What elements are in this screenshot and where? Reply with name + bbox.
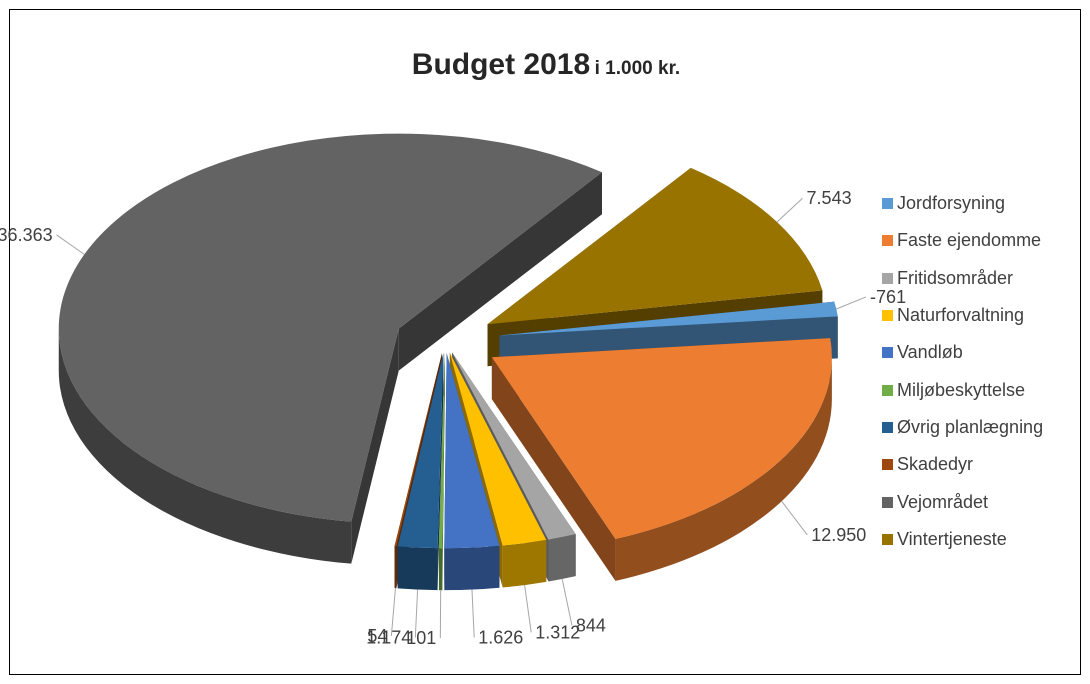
data-label-fritidsomrader: 844: [576, 615, 606, 635]
slice-vandlob: [444, 353, 500, 549]
legend-item-jordforsyning: Jordforsyning: [882, 185, 1043, 222]
legend-label: Øvrig planlægning: [897, 416, 1044, 437]
leader-line-faste-ejendomme: [781, 500, 808, 536]
slice-side-faste-ejendomme: [615, 357, 832, 581]
legend-item-fritidsomrader: Fritidsområder: [882, 260, 1043, 297]
legend-swatch: [882, 272, 893, 284]
legend-label: Faste ejendomme: [897, 230, 1042, 251]
data-label-miljobeskyttelse: 101: [406, 628, 436, 648]
leader-line-naturforvaltning: [524, 585, 532, 633]
slice-side-miljobeskyttelse: [438, 548, 443, 591]
legend-label: Vejområdet: [897, 491, 989, 512]
slice-wall-vejomradet: [398, 172, 603, 371]
data-label-vejomradet: 36.363: [0, 225, 53, 245]
data-label-skadedyr: 54: [367, 626, 387, 646]
legend-item-naturforvaltning: Naturforvaltning: [882, 297, 1043, 334]
slice-wall-faste-ejendomme: [491, 357, 616, 581]
legend-label: Miljøbeskyttelse: [897, 379, 1026, 400]
legend-swatch: [882, 310, 893, 322]
slice-fritidsomrader: [452, 352, 576, 540]
slice-naturforvaltning: [449, 352, 547, 546]
data-label-naturforvaltning: 1.312: [535, 622, 580, 642]
chart-title: Budget 2018 i 1.000 kr.: [10, 48, 1082, 82]
slice-side-skadedyr: [394, 546, 397, 589]
legend-swatch: [882, 421, 893, 433]
legend-label: Skadedyr: [897, 454, 974, 475]
legend-label: Fritidsområder: [897, 267, 1014, 288]
legend-label: Vintertjeneste: [897, 528, 1007, 549]
legend-swatch: [882, 235, 893, 247]
slice-ovrig-planlaegning: [397, 353, 444, 549]
legend-swatch: [882, 459, 893, 471]
leader-line-ovrig-planlaegning: [414, 589, 419, 638]
leader-line-vintertjeneste: [776, 197, 803, 223]
pie-tops: [58, 133, 838, 549]
chart-title-main: Budget 2018: [411, 48, 591, 81]
legend-label: Naturforvaltning: [897, 305, 1025, 326]
slice-side-ovrig-planlaegning: [397, 546, 438, 591]
legend-item-faste-ejendomme: Faste ejendomme: [882, 222, 1043, 259]
leader-line-vandlob: [471, 589, 475, 638]
slice-side-fritidsomrader: [548, 534, 576, 582]
slice-faste-ejendomme: [491, 338, 832, 539]
legend-item-skadedyr: Skadedyr: [882, 446, 1043, 483]
legend-swatch: [882, 496, 893, 508]
slice-jordforsyning: [499, 301, 838, 336]
legend-label: Jordforsyning: [897, 193, 1006, 214]
slice-wall-ovrig-planlaegning: [437, 353, 444, 591]
data-label-jordforsyning: -761: [870, 287, 906, 307]
legend: Jordforsyning Faste ejendomme Fritidsområd…: [882, 185, 1043, 558]
legend-item-vintertjeneste: Vintertjeneste: [882, 521, 1043, 558]
legend-swatch: [882, 384, 893, 396]
slice-side-naturforvaltning: [502, 539, 547, 588]
legend-swatch: [882, 347, 893, 359]
slice-vejomradet: [58, 133, 603, 522]
leader-line-skadedyr: [390, 588, 396, 637]
legend-item-ovrig-planlaegning: Øvrig planlægning: [882, 409, 1043, 446]
leader-line-jordforsyning: [836, 296, 867, 310]
legend-swatch: [882, 198, 893, 210]
leader-line-vejomradet: [56, 234, 85, 255]
slice-vintertjeneste: [487, 167, 823, 325]
leader-line-fritidsomrader: [561, 578, 573, 626]
slice-wall-vejomradet: [351, 328, 399, 564]
slice-skadedyr: [394, 353, 442, 547]
data-label-ovrig-planlaegning: 1.174: [366, 628, 411, 648]
legend-item-vejomradet: Vejområdet: [882, 483, 1043, 520]
legend-swatch: [882, 533, 893, 545]
chart-subtitle: i 1.000 kr.: [594, 58, 681, 79]
slice-side-vejomradet: [58, 328, 352, 564]
data-label-faste-ejendomme: 12.950: [811, 525, 866, 545]
slice-miljobeskyttelse: [438, 353, 445, 549]
legend-label: Vandløb: [897, 342, 963, 363]
legend-item-vandlob: Vandløb: [882, 334, 1043, 371]
slice-side-vandlob: [444, 545, 500, 591]
data-label-vintertjeneste: 7.543: [807, 188, 852, 208]
legend-item-miljobeskyttelse: Miljøbeskyttelse: [882, 371, 1043, 408]
data-label-vandlob: 1.626: [478, 628, 523, 648]
